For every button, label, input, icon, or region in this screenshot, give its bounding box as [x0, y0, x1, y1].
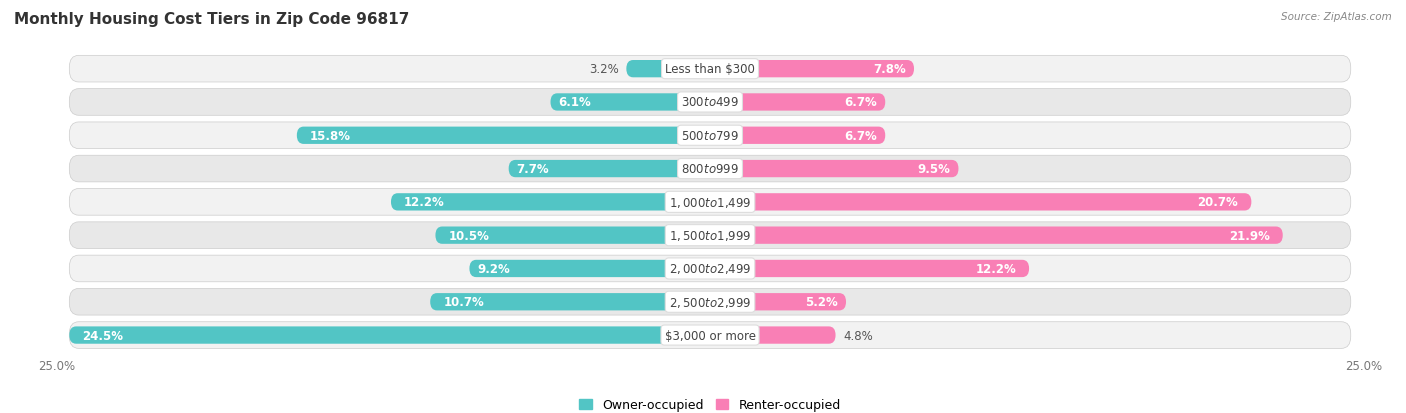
FancyBboxPatch shape [710, 327, 835, 344]
Text: 3.2%: 3.2% [589, 63, 619, 76]
FancyBboxPatch shape [430, 293, 710, 311]
Text: 21.9%: 21.9% [1229, 229, 1270, 242]
Legend: Owner-occupied, Renter-occupied: Owner-occupied, Renter-occupied [575, 393, 845, 413]
FancyBboxPatch shape [710, 194, 1251, 211]
FancyBboxPatch shape [710, 127, 886, 145]
FancyBboxPatch shape [710, 94, 886, 112]
Text: 10.5%: 10.5% [449, 229, 489, 242]
FancyBboxPatch shape [626, 61, 710, 78]
Text: 7.8%: 7.8% [873, 63, 905, 76]
FancyBboxPatch shape [710, 260, 1029, 278]
Text: 4.8%: 4.8% [844, 329, 873, 342]
Text: 9.2%: 9.2% [477, 262, 510, 275]
Text: 9.5%: 9.5% [918, 163, 950, 176]
Text: Monthly Housing Cost Tiers in Zip Code 96817: Monthly Housing Cost Tiers in Zip Code 9… [14, 12, 409, 27]
Text: $1,000 to $1,499: $1,000 to $1,499 [669, 195, 751, 209]
FancyBboxPatch shape [509, 161, 710, 178]
FancyBboxPatch shape [69, 222, 1351, 249]
FancyBboxPatch shape [69, 189, 1351, 216]
Text: $3,000 or more: $3,000 or more [665, 329, 755, 342]
FancyBboxPatch shape [69, 123, 1351, 149]
Text: 7.7%: 7.7% [516, 163, 550, 176]
Text: 24.5%: 24.5% [83, 329, 124, 342]
Text: 20.7%: 20.7% [1198, 196, 1239, 209]
FancyBboxPatch shape [710, 61, 914, 78]
Text: 6.1%: 6.1% [558, 96, 591, 109]
FancyBboxPatch shape [470, 260, 710, 278]
Text: $500 to $799: $500 to $799 [681, 129, 740, 142]
FancyBboxPatch shape [391, 194, 710, 211]
FancyBboxPatch shape [710, 293, 846, 311]
FancyBboxPatch shape [69, 156, 1351, 183]
FancyBboxPatch shape [69, 289, 1351, 315]
Text: 6.7%: 6.7% [845, 96, 877, 109]
Text: $2,000 to $2,499: $2,000 to $2,499 [669, 262, 751, 276]
FancyBboxPatch shape [710, 161, 959, 178]
Text: 10.7%: 10.7% [443, 296, 484, 309]
FancyBboxPatch shape [69, 322, 1351, 349]
Text: $2,500 to $2,999: $2,500 to $2,999 [669, 295, 751, 309]
FancyBboxPatch shape [710, 227, 1282, 244]
Text: 12.2%: 12.2% [976, 262, 1017, 275]
FancyBboxPatch shape [69, 327, 710, 344]
Text: 15.8%: 15.8% [309, 129, 352, 142]
FancyBboxPatch shape [69, 90, 1351, 116]
Text: Less than $300: Less than $300 [665, 63, 755, 76]
Text: 5.2%: 5.2% [806, 296, 838, 309]
FancyBboxPatch shape [69, 256, 1351, 282]
Text: $800 to $999: $800 to $999 [681, 163, 740, 176]
FancyBboxPatch shape [551, 94, 710, 112]
Text: $1,500 to $1,999: $1,500 to $1,999 [669, 229, 751, 242]
Text: 12.2%: 12.2% [404, 196, 444, 209]
Text: $300 to $499: $300 to $499 [681, 96, 740, 109]
FancyBboxPatch shape [436, 227, 710, 244]
Text: 6.7%: 6.7% [845, 129, 877, 142]
FancyBboxPatch shape [69, 56, 1351, 83]
FancyBboxPatch shape [297, 127, 710, 145]
Text: Source: ZipAtlas.com: Source: ZipAtlas.com [1281, 12, 1392, 22]
